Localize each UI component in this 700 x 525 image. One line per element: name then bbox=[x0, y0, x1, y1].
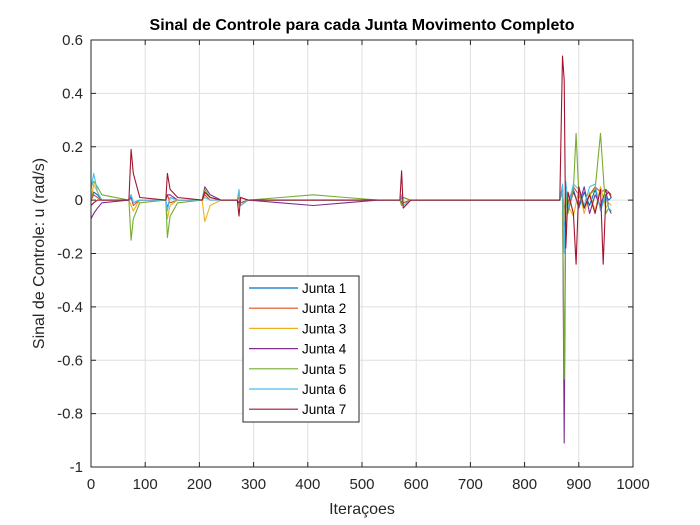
x-axis-label: Iteraçoes bbox=[329, 501, 395, 518]
chart-title: Sinal de Controle para cada Junta Movime… bbox=[150, 17, 575, 34]
legend-label: Junta 2 bbox=[302, 301, 346, 316]
x-tick-label: 1000 bbox=[616, 476, 649, 493]
x-tick-label: 400 bbox=[295, 476, 320, 493]
legend-label: Junta 1 bbox=[302, 281, 346, 296]
y-tick-label: -0.2 bbox=[57, 246, 83, 263]
y-tick-label: 0.4 bbox=[62, 85, 83, 102]
series-line-junta-5 bbox=[90, 132, 612, 380]
x-tick-label: 0 bbox=[87, 476, 95, 493]
y-tick-label: -0.6 bbox=[57, 352, 83, 369]
axis-ticks: 0 100 200 300 400 500 600 700 800 900 1000 -1 -0.8 -0… bbox=[57, 32, 650, 493]
y-axis-label: Sinal de Controle: u (rad/s) bbox=[31, 158, 48, 349]
x-tick-label: 800 bbox=[512, 476, 537, 493]
y-tick-label: -1 bbox=[70, 459, 83, 476]
y-tick-label: -0.8 bbox=[57, 406, 83, 423]
series-line-junta-7 bbox=[90, 55, 612, 265]
legend: Junta 1 Junta 2 Junta 3 Junta 4 Junta 5 Junta… bbox=[242, 275, 360, 423]
x-tick-label: 300 bbox=[241, 476, 266, 493]
legend-label: Junta 7 bbox=[302, 402, 346, 417]
series-lines bbox=[90, 55, 612, 444]
x-tick-label: 600 bbox=[404, 476, 429, 493]
y-tick-label: -0.4 bbox=[57, 299, 83, 316]
x-tick-label: 500 bbox=[349, 476, 374, 493]
y-tick-label: 0.2 bbox=[62, 139, 83, 156]
x-tick-label: 700 bbox=[458, 476, 483, 493]
legend-label: Junta 4 bbox=[302, 342, 347, 357]
grid bbox=[90, 39, 634, 468]
x-tick-label: 900 bbox=[566, 476, 591, 493]
x-tick-label: 200 bbox=[187, 476, 212, 493]
legend-label: Junta 6 bbox=[302, 382, 346, 397]
y-tick-label: 0.6 bbox=[62, 32, 83, 49]
x-tick-label: 100 bbox=[133, 476, 158, 493]
y-tick-label: 0 bbox=[75, 192, 83, 209]
legend-label: Junta 3 bbox=[302, 321, 346, 336]
legend-label: Junta 5 bbox=[302, 362, 346, 377]
